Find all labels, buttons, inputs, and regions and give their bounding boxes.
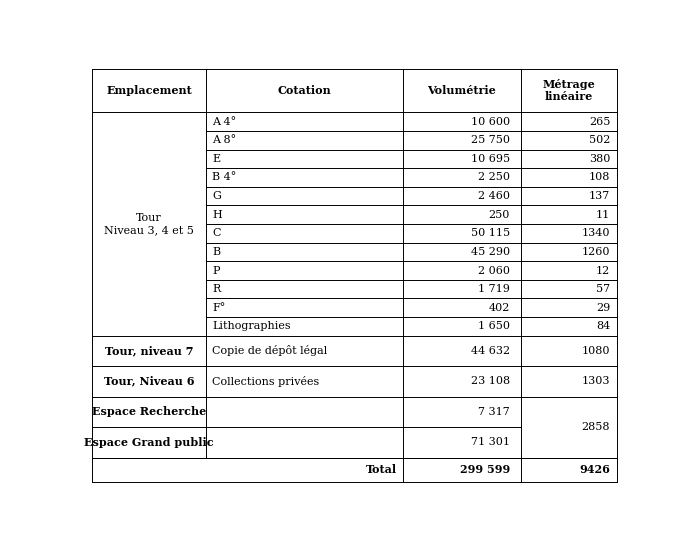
Text: F°: F° — [213, 302, 226, 313]
Text: 250: 250 — [488, 210, 510, 220]
Text: 44 632: 44 632 — [471, 346, 510, 356]
Text: 50 115: 50 115 — [471, 228, 510, 238]
Text: 1 650: 1 650 — [478, 322, 510, 331]
Text: Cotation: Cotation — [278, 85, 332, 96]
Text: 10 600: 10 600 — [471, 117, 510, 126]
Text: 1340: 1340 — [581, 228, 610, 238]
Text: Tour, niveau 7: Tour, niveau 7 — [105, 346, 193, 356]
Text: 2 060: 2 060 — [478, 265, 510, 276]
Text: 137: 137 — [589, 191, 610, 201]
Text: Tour, Niveau 6: Tour, Niveau 6 — [104, 376, 195, 387]
Text: Espace Grand public: Espace Grand public — [85, 437, 214, 448]
Text: 2 460: 2 460 — [478, 191, 510, 201]
Text: 2 250: 2 250 — [478, 172, 510, 183]
Text: Tour
Niveau 3, 4 et 5: Tour Niveau 3, 4 et 5 — [105, 213, 194, 235]
Text: 1 719: 1 719 — [478, 284, 510, 294]
Text: 265: 265 — [589, 117, 610, 126]
Text: Total: Total — [366, 464, 397, 475]
Text: Collections privées: Collections privées — [213, 376, 320, 387]
Text: 7 317: 7 317 — [478, 407, 510, 417]
Text: 1080: 1080 — [581, 346, 610, 356]
Text: 45 290: 45 290 — [471, 247, 510, 257]
Text: A 4°: A 4° — [213, 117, 237, 126]
Text: 11: 11 — [596, 210, 610, 220]
Text: Lithographies: Lithographies — [213, 322, 291, 331]
Text: Espace Recherche: Espace Recherche — [92, 407, 206, 417]
Text: A 8°: A 8° — [213, 135, 237, 145]
Text: 1260: 1260 — [581, 247, 610, 257]
Text: 71 301: 71 301 — [471, 437, 510, 447]
Text: 12: 12 — [596, 265, 610, 276]
Text: 502: 502 — [589, 135, 610, 145]
Text: 23 108: 23 108 — [471, 377, 510, 386]
Text: B 4°: B 4° — [213, 172, 237, 183]
Text: Emplacement: Emplacement — [107, 85, 192, 96]
Text: 29: 29 — [596, 302, 610, 313]
Text: G: G — [213, 191, 222, 201]
Text: 25 750: 25 750 — [471, 135, 510, 145]
Text: 10 695: 10 695 — [471, 154, 510, 164]
Text: 108: 108 — [589, 172, 610, 183]
Text: H: H — [213, 210, 222, 220]
Text: B: B — [213, 247, 220, 257]
Text: 9426: 9426 — [579, 464, 610, 475]
Text: 57: 57 — [596, 284, 610, 294]
Text: 1303: 1303 — [581, 377, 610, 386]
Text: 380: 380 — [589, 154, 610, 164]
Text: Volumétrie: Volumétrie — [427, 85, 496, 96]
Text: 2858: 2858 — [581, 422, 610, 432]
Text: Copie de dépôt légal: Copie de dépôt légal — [213, 346, 327, 356]
Text: 299 599: 299 599 — [460, 464, 510, 475]
Text: P: P — [213, 265, 220, 276]
Text: C: C — [213, 228, 221, 238]
Text: E: E — [213, 154, 220, 164]
Text: Métrage
linéaire: Métrage linéaire — [542, 78, 595, 102]
Text: R: R — [213, 284, 221, 294]
Text: 84: 84 — [596, 322, 610, 331]
Text: 402: 402 — [488, 302, 510, 313]
